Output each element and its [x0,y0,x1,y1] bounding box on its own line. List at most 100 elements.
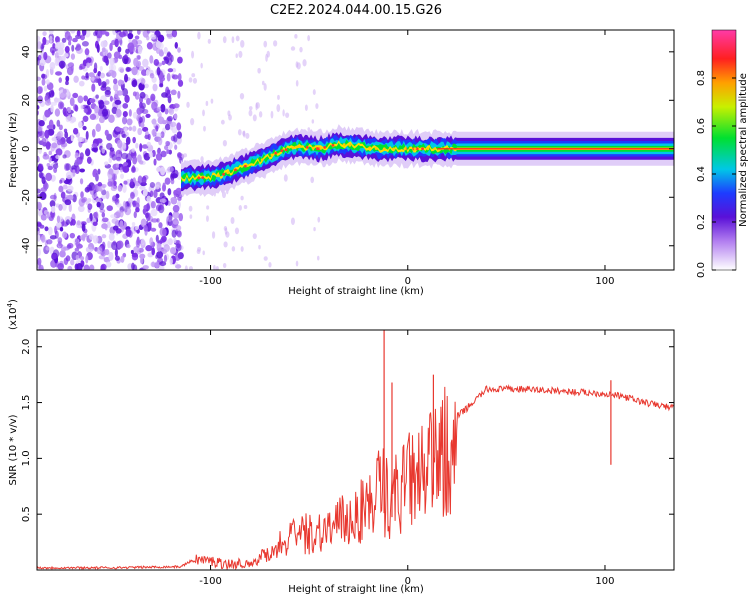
noise-speckle [43,51,48,61]
noise-speckle [139,30,145,33]
noise-speckle [92,184,97,193]
noise-speckle [73,75,79,83]
noise-speckle [101,217,109,223]
noise-speckle [174,41,178,49]
noise-speckle [167,188,172,196]
colorbar [711,29,737,271]
noise-speckle [84,48,90,56]
noise-speckle [91,143,98,148]
noise-speckle [61,37,67,43]
noise-speckle [124,127,128,133]
noise-speckle [63,53,69,58]
noise-speckle [101,146,106,154]
noise-speckle [54,57,59,66]
noise-speckle [122,200,127,210]
colorbar-axis: 0.0 0.2 0.4 0.6 0.8 [696,70,736,278]
noise-speckle [169,257,173,266]
noise-speckle [114,38,119,48]
noise-speckle [175,187,183,195]
trace-hotspot [413,147,417,151]
noise-speckle [113,83,119,92]
noise-speckle [58,203,63,211]
noise-speckle [111,218,119,224]
noise-speckle [37,248,42,257]
noise-speckle [58,124,63,131]
trace-hotspot [348,143,352,147]
noise-speckle [144,134,150,140]
noise-speckle [159,198,167,204]
trace-hotspot [260,158,264,162]
noise-speckle [104,249,110,256]
noise-speckle [121,88,129,97]
noise-speckle [149,72,155,79]
noise-speckle [83,264,90,270]
snr-y-axis: 0.5 1.0 1.5 2.0 [21,339,674,522]
noise-speckle [77,95,84,104]
noise-speckle [146,97,151,106]
noise-speckle [223,241,228,248]
noise-speckle [149,190,154,198]
noise-speckle [113,51,121,59]
trace-hotspot [342,143,346,147]
noise-speckle [95,94,99,99]
noise-speckle [164,177,171,185]
noise-speckle [119,38,123,47]
noise-speckle [99,65,103,72]
noise-speckle [103,161,109,166]
noise-speckle [167,68,174,73]
noise-speckle [128,38,132,44]
noise-speckle [136,30,141,35]
noise-speckle [156,66,161,76]
noise-speckle [44,100,52,106]
noise-speckle [159,238,166,244]
noise-speckle [37,105,40,110]
noise-speckle [119,68,124,73]
noise-speckle [130,178,134,186]
noise-speckle [313,226,316,232]
noise-speckle [131,221,136,227]
noise-speckle [150,33,157,40]
noise-speckle [109,95,113,102]
noise-speckle [64,131,69,139]
trace-hotspot [323,145,327,149]
noise-speckle [150,93,156,102]
noise-speckle [191,50,195,59]
noise-speckle [276,104,281,113]
noise-speckle [67,265,73,270]
noise-speckle [235,53,238,58]
noise-speckle [70,53,76,60]
noise-speckle [122,183,127,193]
noise-speckle [150,208,158,217]
noise-speckle [141,176,147,185]
noise-speckle [248,106,253,111]
noise-speckle [109,150,114,159]
noise-speckle [177,56,183,64]
noise-speckle [48,30,54,35]
noise-speckle [173,133,178,143]
noise-speckle [122,166,130,173]
noise-speckle [120,173,125,180]
noise-speckle [115,210,122,216]
noise-speckle [151,118,157,125]
noise-speckle [223,226,228,231]
noise-speckle [37,201,43,210]
noise-speckle [80,191,84,199]
noise-speckle [290,217,295,225]
noise-speckle [114,89,120,99]
noise-speckle [116,240,124,249]
noise-speckle [105,190,110,200]
noise-speckle [177,90,181,99]
noise-speckle [81,75,86,80]
noise-speckle [206,215,209,222]
noise-speckle [156,218,160,223]
noise-speckle [49,194,57,200]
noise-speckle [44,226,49,232]
snr-scale-label: (x104) [6,299,19,330]
noise-speckle [70,134,74,142]
noise-speckle [92,221,98,226]
noise-speckle [70,218,76,226]
colorbar-tick-label: 0.6 [696,118,707,134]
noise-speckle [200,62,203,69]
y-tick-label: 1.0 [21,450,32,466]
noise-speckle [75,43,81,51]
